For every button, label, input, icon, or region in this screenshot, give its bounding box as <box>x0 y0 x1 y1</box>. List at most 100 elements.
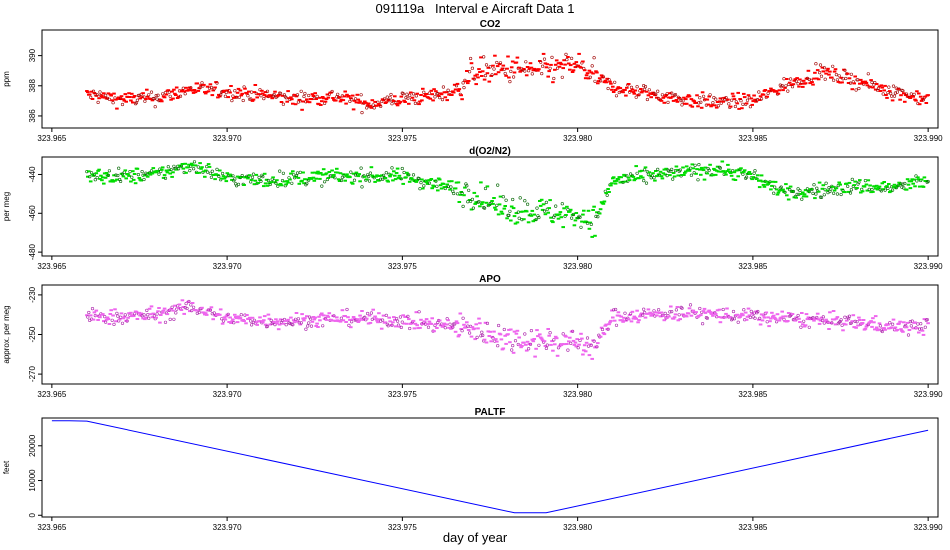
data-point <box>623 89 627 91</box>
data-point <box>209 85 213 90</box>
data-point <box>663 311 667 316</box>
data-point <box>381 173 386 177</box>
data-point <box>135 318 140 320</box>
data-point <box>713 168 717 171</box>
data-point <box>859 191 863 194</box>
data-point <box>523 332 527 336</box>
x-tick-label: 323.970 <box>213 390 242 399</box>
data-point <box>731 178 736 181</box>
data-point <box>906 183 911 186</box>
data-point <box>327 171 332 173</box>
data-point <box>823 320 827 323</box>
data-point <box>781 89 785 92</box>
data-point <box>138 314 142 317</box>
data-point <box>157 172 161 176</box>
data-point <box>363 100 367 103</box>
data-point <box>836 80 841 83</box>
data-point <box>751 100 755 103</box>
data-point <box>390 323 394 327</box>
data-point <box>490 200 494 202</box>
data-point <box>876 328 881 331</box>
data-point <box>306 324 310 328</box>
data-point <box>556 217 561 220</box>
data-point <box>129 311 133 314</box>
data-point <box>519 346 523 349</box>
data-point <box>700 310 704 314</box>
data-point <box>701 169 706 172</box>
data-point <box>739 314 743 317</box>
data-point <box>369 166 374 169</box>
data-point <box>230 178 234 181</box>
data-point <box>374 175 378 178</box>
data-point <box>440 325 445 328</box>
data-point <box>324 172 329 175</box>
data-point <box>129 99 133 102</box>
data-point <box>882 327 886 330</box>
data-point <box>281 322 286 325</box>
data-point <box>871 190 875 193</box>
data-point <box>761 314 766 317</box>
data-point <box>590 357 594 360</box>
data-point <box>595 345 599 349</box>
x-tick-label: 323.965 <box>37 262 66 271</box>
data-point <box>764 180 769 183</box>
data-point <box>210 312 214 316</box>
data-point <box>887 327 891 330</box>
data-point <box>774 90 779 93</box>
data-point <box>492 67 496 71</box>
data-point <box>290 181 294 185</box>
data-point <box>285 180 289 183</box>
data-point <box>853 319 857 324</box>
data-point <box>485 321 490 326</box>
data-point <box>231 174 235 178</box>
data-point <box>307 321 311 325</box>
data-point <box>255 96 259 99</box>
data-point <box>592 339 596 343</box>
data-point <box>754 100 758 103</box>
y-tick-label: -480 <box>28 244 37 261</box>
data-point <box>721 307 725 312</box>
data-point <box>632 179 637 182</box>
data-point <box>555 354 560 357</box>
data-point <box>682 96 686 99</box>
data-point <box>497 323 501 328</box>
data-point <box>228 316 232 319</box>
data-point <box>281 102 286 106</box>
data-point <box>469 335 474 338</box>
data-point <box>890 322 895 326</box>
data-point <box>401 314 405 317</box>
data-point <box>831 191 836 195</box>
data-point <box>368 171 373 175</box>
data-point <box>142 177 146 182</box>
data-point <box>377 179 381 182</box>
data-point <box>348 318 352 321</box>
data-point <box>714 106 719 109</box>
data-point <box>831 64 835 68</box>
data-point <box>451 90 455 93</box>
data-point <box>559 63 564 66</box>
data-point <box>250 323 254 327</box>
data-point <box>465 321 469 324</box>
data-point <box>123 313 127 317</box>
data-point <box>722 96 726 99</box>
data-point <box>289 96 293 99</box>
data-point <box>195 82 200 85</box>
data-point <box>662 319 667 322</box>
data-point <box>811 83 815 86</box>
data-point <box>911 95 915 98</box>
data-point <box>568 208 573 211</box>
data-point <box>569 216 574 220</box>
y-tick-label: -270 <box>28 366 37 383</box>
data-point <box>669 305 673 308</box>
data-point <box>190 164 195 167</box>
data-point <box>740 107 744 110</box>
data-point <box>766 316 770 319</box>
data-point <box>357 173 361 176</box>
data-point <box>689 173 694 177</box>
data-point <box>404 176 408 179</box>
data-point <box>419 94 423 96</box>
data-point <box>180 89 185 92</box>
data-point <box>885 96 889 99</box>
